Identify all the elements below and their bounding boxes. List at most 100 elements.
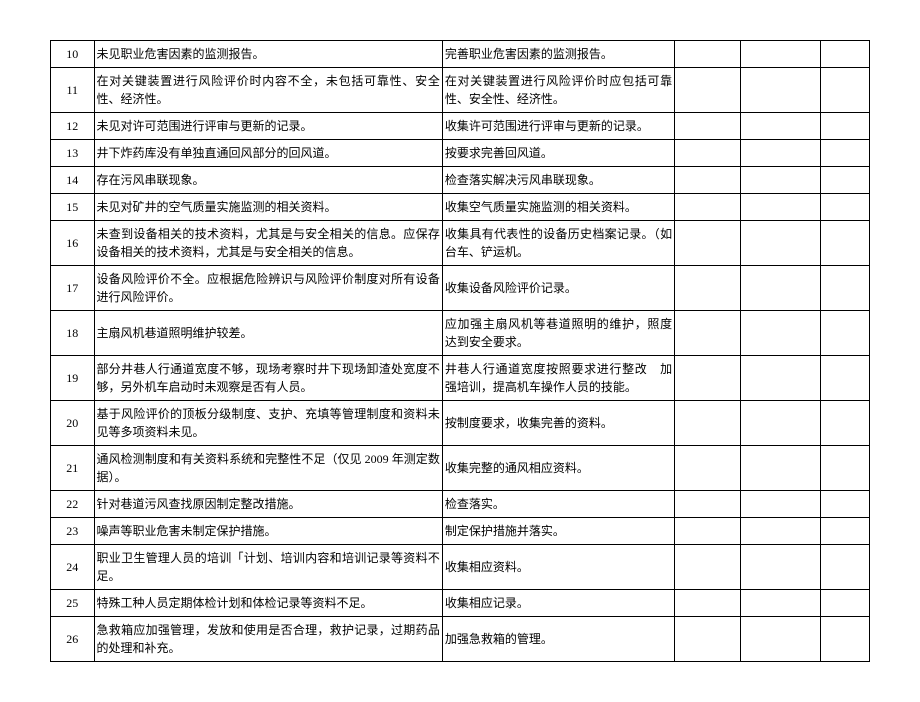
- action-cell: 收集完整的通风相应资料。: [442, 446, 674, 491]
- issue-cell: 噪声等职业危害未制定保护措施。: [94, 518, 442, 545]
- row-number: 14: [51, 167, 95, 194]
- empty-cell: [821, 41, 870, 68]
- empty-cell: [741, 518, 821, 545]
- empty-cell: [821, 401, 870, 446]
- empty-cell: [821, 167, 870, 194]
- table-row: 20基于风险评价的顶板分级制度、支护、充填等管理制度和资料未见等多项资料未见。按…: [51, 401, 870, 446]
- action-cell: 按制度要求，收集完善的资料。: [442, 401, 674, 446]
- issue-cell: 主扇风机巷道照明维护较差。: [94, 311, 442, 356]
- empty-cell: [741, 221, 821, 266]
- empty-cell: [741, 68, 821, 113]
- issue-cell: 设备风险评价不全。应根据危险辨识与风险评价制度对所有设备进行风险评价。: [94, 266, 442, 311]
- table-row: 13井下炸药库没有单独直通回风部分的回风道。按要求完善回风道。: [51, 140, 870, 167]
- empty-cell: [741, 446, 821, 491]
- action-cell: 检查落实。: [442, 491, 674, 518]
- action-cell: 应加强主扇风机等巷道照明的维护，照度达到安全要求。: [442, 311, 674, 356]
- row-number: 22: [51, 491, 95, 518]
- empty-cell: [675, 518, 741, 545]
- action-cell: 加强急救箱的管理。: [442, 617, 674, 662]
- empty-cell: [675, 41, 741, 68]
- empty-cell: [741, 617, 821, 662]
- table-row: 25特殊工种人员定期体检计划和体检记录等资料不足。收集相应记录。: [51, 590, 870, 617]
- table-row: 15未见对矿井的空气质量实施监测的相关资料。收集空气质量实施监测的相关资料。: [51, 194, 870, 221]
- issue-cell: 未见对许可范围进行评审与更新的记录。: [94, 113, 442, 140]
- empty-cell: [675, 617, 741, 662]
- empty-cell: [741, 491, 821, 518]
- row-number: 24: [51, 545, 95, 590]
- row-number: 12: [51, 113, 95, 140]
- issue-cell: 存在污风串联现象。: [94, 167, 442, 194]
- action-cell: 完善职业危害因素的监测报告。: [442, 41, 674, 68]
- issue-cell: 未见职业危害因素的监测报告。: [94, 41, 442, 68]
- issue-cell: 未见对矿井的空气质量实施监测的相关资料。: [94, 194, 442, 221]
- issue-cell: 职业卫生管理人员的培训「计划、培训内容和培训记录等资料不足。: [94, 545, 442, 590]
- empty-cell: [821, 518, 870, 545]
- empty-cell: [741, 194, 821, 221]
- table-row: 10未见职业危害因素的监测报告。完善职业危害因素的监测报告。: [51, 41, 870, 68]
- action-cell: 检查落实解决污风串联现象。: [442, 167, 674, 194]
- empty-cell: [821, 356, 870, 401]
- issue-cell: 基于风险评价的顶板分级制度、支护、充填等管理制度和资料未见等多项资料未见。: [94, 401, 442, 446]
- empty-cell: [741, 401, 821, 446]
- empty-cell: [821, 617, 870, 662]
- empty-cell: [741, 311, 821, 356]
- empty-cell: [675, 113, 741, 140]
- empty-cell: [741, 356, 821, 401]
- empty-cell: [741, 266, 821, 311]
- table-row: 24职业卫生管理人员的培训「计划、培训内容和培训记录等资料不足。收集相应资料。: [51, 545, 870, 590]
- issue-cell: 在对关键装置进行风险评价时内容不全，未包括可靠性、安全性、经济性。: [94, 68, 442, 113]
- action-cell: 按要求完善回风道。: [442, 140, 674, 167]
- table-row: 26急救箱应加强管理，发放和使用是否合理，救护记录，过期药品的处理和补充。加强急…: [51, 617, 870, 662]
- row-number: 26: [51, 617, 95, 662]
- table-row: 22针对巷道污风查找原因制定整改措施。检查落实。: [51, 491, 870, 518]
- empty-cell: [675, 311, 741, 356]
- empty-cell: [741, 590, 821, 617]
- empty-cell: [675, 140, 741, 167]
- action-cell: 收集具有代表性的设备历史档案记录。（如台车、铲运机。: [442, 221, 674, 266]
- empty-cell: [675, 68, 741, 113]
- issue-cell: 未查到设备相关的技术资料，尤其是与安全相关的信息。应保存设备相关的技术资料，尤其…: [94, 221, 442, 266]
- table-row: 18主扇风机巷道照明维护较差。应加强主扇风机等巷道照明的维护，照度达到安全要求。: [51, 311, 870, 356]
- table-row: 14存在污风串联现象。检查落实解决污风串联现象。: [51, 167, 870, 194]
- empty-cell: [675, 590, 741, 617]
- issue-cell: 部分井巷人行通道宽度不够，现场考察时井下现场卸渣处宽度不够，另外机车启动时未观察…: [94, 356, 442, 401]
- action-cell: 收集相应记录。: [442, 590, 674, 617]
- row-number: 13: [51, 140, 95, 167]
- empty-cell: [741, 140, 821, 167]
- table-row: 19部分井巷人行通道宽度不够，现场考察时井下现场卸渣处宽度不够，另外机车启动时未…: [51, 356, 870, 401]
- empty-cell: [821, 545, 870, 590]
- empty-cell: [821, 491, 870, 518]
- action-cell: 在对关键装置进行风险评价时应包括可靠性、安全性、经济性。: [442, 68, 674, 113]
- row-number: 23: [51, 518, 95, 545]
- empty-cell: [675, 446, 741, 491]
- issue-cell: 特殊工种人员定期体检计划和体检记录等资料不足。: [94, 590, 442, 617]
- empty-cell: [741, 41, 821, 68]
- empty-cell: [675, 167, 741, 194]
- empty-cell: [821, 311, 870, 356]
- empty-cell: [675, 401, 741, 446]
- row-number: 15: [51, 194, 95, 221]
- empty-cell: [821, 68, 870, 113]
- row-number: 18: [51, 311, 95, 356]
- issue-cell: 针对巷道污风查找原因制定整改措施。: [94, 491, 442, 518]
- table-row: 12未见对许可范围进行评审与更新的记录。收集许可范围进行评审与更新的记录。: [51, 113, 870, 140]
- issue-cell: 急救箱应加强管理，发放和使用是否合理，救护记录，过期药品的处理和补充。: [94, 617, 442, 662]
- issues-table: 10未见职业危害因素的监测报告。完善职业危害因素的监测报告。11在对关键装置进行…: [50, 40, 870, 662]
- empty-cell: [675, 545, 741, 590]
- empty-cell: [675, 491, 741, 518]
- action-cell: 井巷人行通道宽度按照要求进行整改 加强培训，提高机车操作人员的技能。: [442, 356, 674, 401]
- action-cell: 收集设备风险评价记录。: [442, 266, 674, 311]
- empty-cell: [741, 545, 821, 590]
- empty-cell: [675, 221, 741, 266]
- issue-cell: 井下炸药库没有单独直通回风部分的回风道。: [94, 140, 442, 167]
- action-cell: 收集空气质量实施监测的相关资料。: [442, 194, 674, 221]
- row-number: 17: [51, 266, 95, 311]
- empty-cell: [821, 113, 870, 140]
- row-number: 21: [51, 446, 95, 491]
- row-number: 16: [51, 221, 95, 266]
- table-row: 16未查到设备相关的技术资料，尤其是与安全相关的信息。应保存设备相关的技术资料，…: [51, 221, 870, 266]
- empty-cell: [675, 194, 741, 221]
- empty-cell: [821, 140, 870, 167]
- empty-cell: [821, 446, 870, 491]
- empty-cell: [821, 221, 870, 266]
